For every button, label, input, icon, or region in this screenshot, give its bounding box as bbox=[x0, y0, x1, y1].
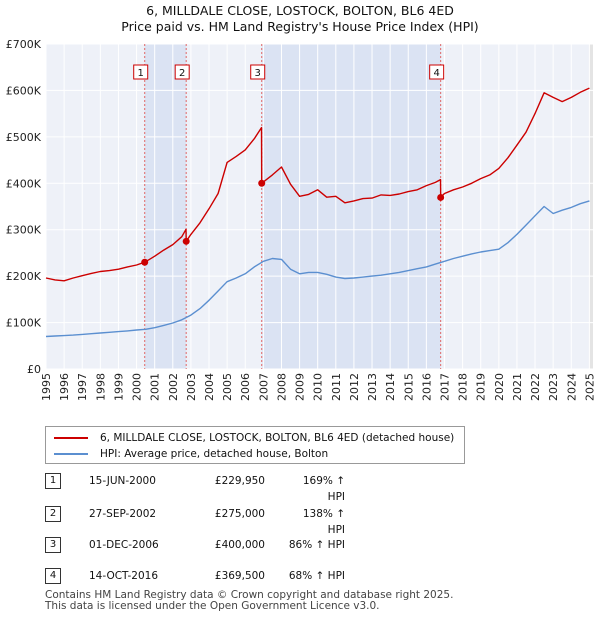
sale-point bbox=[182, 237, 190, 245]
sale-label-box bbox=[429, 64, 445, 80]
y-tick-label: £600K bbox=[6, 84, 42, 97]
hpi-line bbox=[45, 200, 590, 338]
chart-title-block: 6, MILLDALE CLOSE, LOSTOCK, BOLTON, BL6 … bbox=[0, 3, 600, 35]
x-tick-label: 1999 bbox=[112, 373, 125, 401]
sale-date: 14-OCT-2016 bbox=[89, 570, 158, 582]
x-tick-label: 2009 bbox=[294, 373, 307, 401]
price-chart: 1 2 3 4 £0 £100K £200K £300K £400K £500K £600K £70… bbox=[6, 38, 597, 401]
sale-hpi-change: 68% ↑ HPI bbox=[288, 570, 345, 582]
legend: 6, MILLDALE CLOSE, LOSTOCK, BOLTON, BL6 … bbox=[45, 426, 465, 464]
x-tick-label: 2003 bbox=[185, 373, 198, 401]
sale-label-number: 1 bbox=[138, 68, 144, 79]
x-tick-label: 2023 bbox=[547, 373, 560, 401]
legend-label-property: 6, MILLDALE CLOSE, LOSTOCK, BOLTON, BL6 … bbox=[100, 432, 455, 444]
x-tick-label: 2004 bbox=[203, 373, 216, 401]
x-tick-label: 2021 bbox=[511, 373, 524, 401]
legend-swatch-hpi bbox=[54, 453, 88, 455]
y-tick-label: £700K bbox=[6, 38, 42, 51]
sale-price: £400,000 bbox=[214, 539, 265, 551]
footer-line-copyright: Contains HM Land Registry data © Crown c… bbox=[45, 589, 454, 601]
sale-point bbox=[258, 179, 266, 187]
x-tick-label: 2016 bbox=[420, 373, 433, 401]
x-tick-label: 2022 bbox=[529, 373, 542, 401]
x-tick-label: 1995 bbox=[40, 373, 53, 401]
legend-item-property: 6, MILLDALE CLOSE, LOSTOCK, BOLTON, BL6 … bbox=[54, 431, 454, 445]
future-region bbox=[589, 44, 593, 369]
x-tick-label: 2007 bbox=[257, 373, 270, 401]
x-tick-label: 1998 bbox=[94, 373, 107, 401]
x-tick-label: 2001 bbox=[149, 373, 162, 401]
x-tick-label: 2012 bbox=[348, 373, 361, 401]
sale-date: 15-JUN-2000 bbox=[89, 475, 156, 487]
x-tick-label: 2018 bbox=[457, 373, 470, 401]
sale-label-box bbox=[133, 64, 149, 80]
x-tick-label: 2017 bbox=[438, 373, 451, 401]
sale-price: £229,950 bbox=[214, 475, 265, 487]
x-tick-label: 2005 bbox=[221, 373, 234, 401]
y-tick-label: £300K bbox=[6, 224, 42, 237]
sale-number-badge: 4 bbox=[45, 568, 61, 584]
y-tick-label: £100K bbox=[6, 317, 42, 330]
sale-price: £369,500 bbox=[214, 570, 265, 582]
sale-date: 27-SEP-2002 bbox=[89, 508, 157, 520]
legend-label-hpi: HPI: Average price, detached house, Bolt… bbox=[100, 448, 329, 460]
x-tick-label: 1997 bbox=[76, 373, 89, 401]
sale-row: 4 14-OCT-2016 £369,500 68% ↑ HPI bbox=[45, 568, 465, 584]
x-tick-label: 2014 bbox=[384, 373, 397, 401]
chart-title: 6, MILLDALE CLOSE, LOSTOCK, BOLTON, BL6 … bbox=[146, 3, 454, 18]
sale-date: 01-DEC-2006 bbox=[89, 539, 159, 551]
sale-row: 1 15-JUN-2000 £229,950 169% ↑ HPI bbox=[45, 473, 465, 503]
x-tick-label: 1996 bbox=[58, 373, 71, 401]
x-tick-label: 2006 bbox=[239, 373, 252, 401]
shaded-period bbox=[144, 44, 187, 369]
sale-point bbox=[437, 193, 445, 201]
x-tick-label: 2019 bbox=[475, 373, 488, 401]
y-tick-label: £200K bbox=[6, 270, 42, 283]
x-tick-label: 2025 bbox=[583, 373, 596, 401]
sale-label-box bbox=[174, 64, 190, 80]
x-tick-label: 2008 bbox=[275, 373, 288, 401]
sale-label-box bbox=[250, 64, 266, 80]
sale-number-badge: 1 bbox=[45, 473, 61, 489]
x-tick-label: 2010 bbox=[312, 373, 325, 401]
footer-attribution: Contains HM Land Registry data © Crown c… bbox=[45, 590, 453, 612]
sale-point bbox=[141, 258, 149, 266]
sale-label-number: 3 bbox=[255, 68, 261, 79]
sale-hpi-change: 86% ↑ HPI bbox=[288, 539, 345, 551]
x-tick-label: 2000 bbox=[131, 373, 144, 401]
sale-label-number: 4 bbox=[433, 68, 439, 79]
x-tick-label: 2002 bbox=[167, 373, 180, 401]
y-tick-label: £0 bbox=[27, 363, 41, 376]
sale-label-number: 2 bbox=[179, 68, 185, 79]
footer-line-licence: This data is licensed under the Open Gov… bbox=[45, 600, 380, 612]
sale-number-badge: 2 bbox=[45, 506, 61, 522]
sale-price: £275,000 bbox=[214, 508, 265, 520]
shaded-period bbox=[261, 44, 441, 369]
x-tick-label: 2024 bbox=[565, 373, 578, 401]
sale-row: 2 27-SEP-2002 £275,000 138% ↑ HPI bbox=[45, 506, 465, 536]
y-tick-label: £400K bbox=[6, 177, 42, 190]
x-tick-label: 2011 bbox=[330, 373, 343, 401]
x-tick-label: 2013 bbox=[366, 373, 379, 401]
sale-row: 3 01-DEC-2006 £400,000 86% ↑ HPI bbox=[45, 537, 465, 553]
sale-hpi-change: 138% ↑ HPI bbox=[302, 508, 345, 536]
legend-swatch-property bbox=[54, 437, 88, 439]
sale-number-badge: 3 bbox=[45, 537, 61, 553]
sale-hpi-change: 169% ↑ HPI bbox=[302, 475, 345, 503]
y-tick-label: £500K bbox=[6, 131, 42, 144]
x-tick-label: 2020 bbox=[493, 373, 506, 401]
chart-subtitle: Price paid vs. HM Land Registry's House … bbox=[121, 19, 479, 34]
x-tick-label: 2015 bbox=[402, 373, 415, 401]
legend-item-hpi: HPI: Average price, detached house, Bolt… bbox=[54, 447, 328, 461]
